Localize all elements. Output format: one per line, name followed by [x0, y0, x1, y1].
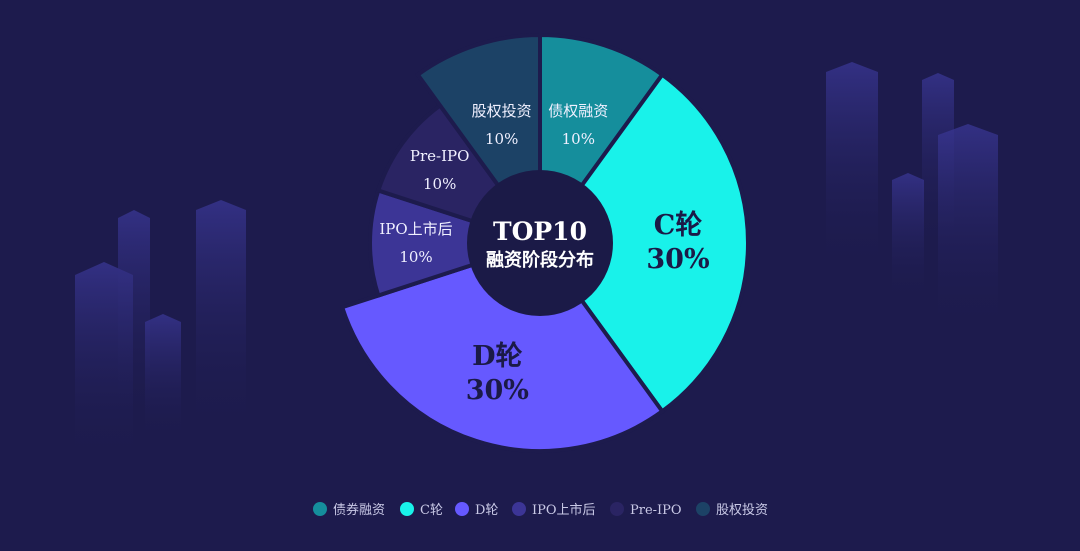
pie-chart: 债权融资10%C轮30%D轮30%IPO上市后10%Pre-IPO10%股权投资… [339, 32, 750, 453]
center-title-line2: 融资阶段分布 [486, 249, 594, 271]
slice-value-label: 10% [399, 248, 432, 266]
legend-label: D轮 [475, 503, 498, 518]
slice-label: D轮 [472, 341, 522, 372]
center-title-line1: TOP10 [493, 217, 587, 246]
slice-value-label: 10% [423, 175, 456, 193]
slice-label: C轮 [654, 210, 703, 241]
legend-label: IPO上市后 [532, 502, 596, 518]
pie-slice [368, 187, 547, 299]
center-label: TOP10 融资阶段分布 [467, 170, 613, 316]
legend-label: 债券融资 [333, 502, 385, 518]
slice-value-label: 10% [562, 130, 595, 148]
legend-label: 股权投资 [716, 502, 768, 518]
slice-label: IPO上市后 [379, 220, 452, 238]
slice-label: 股权投资 [472, 102, 532, 120]
center-hole [467, 170, 613, 316]
slice-value-label: 30% [466, 375, 529, 406]
slice-label: 债权融资 [548, 102, 608, 120]
legend-label: Pre-IPO [630, 503, 682, 518]
pie-slice [537, 71, 750, 415]
slice-label: Pre-IPO [410, 147, 470, 165]
legend-swatch [400, 502, 414, 516]
pie-slice [339, 240, 666, 453]
legend-swatch [512, 502, 526, 516]
legend-swatch [610, 502, 624, 516]
legend-swatch [696, 502, 710, 516]
background-buildings [75, 62, 998, 460]
legend-swatch [455, 502, 469, 516]
legend-swatch [313, 502, 327, 516]
legend: 债券融资 C轮 D轮 IPO上市后 Pre-IPO 股权投资 [313, 502, 768, 518]
slice-value-label: 10% [485, 130, 518, 148]
slice-value-label: 30% [646, 244, 709, 275]
legend-label: C轮 [420, 503, 443, 518]
